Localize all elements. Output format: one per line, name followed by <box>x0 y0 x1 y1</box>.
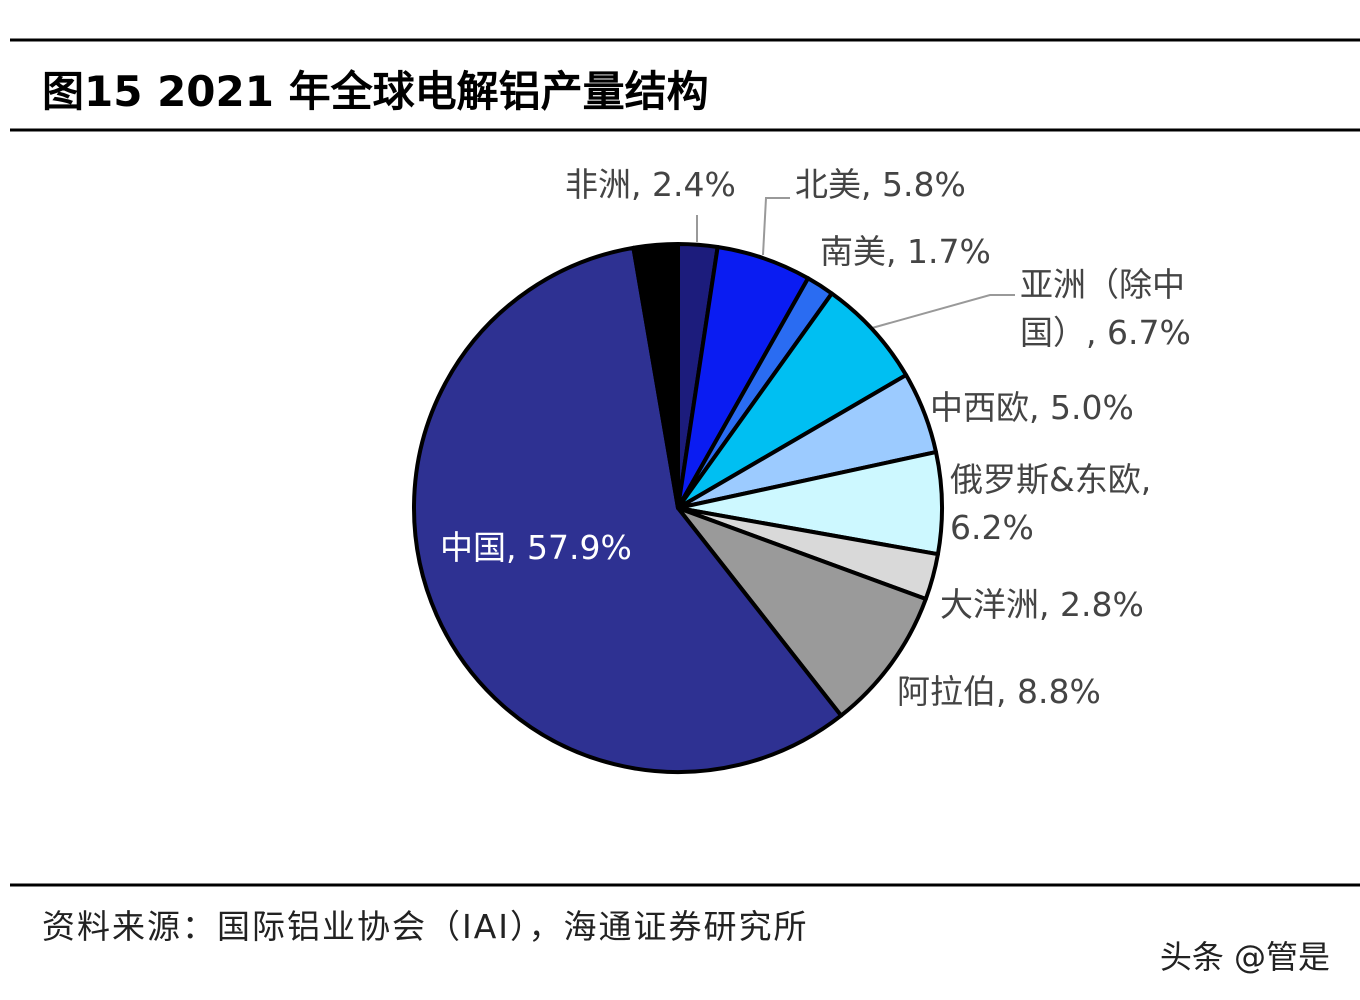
leader-line <box>762 197 790 256</box>
pie-slice <box>676 506 928 718</box>
slice-label: 中国, 57.9% <box>440 528 632 567</box>
pie-slice <box>676 291 909 510</box>
slice-label: 中西欧, 5.0% <box>930 388 1134 427</box>
pie-slice <box>412 245 844 774</box>
leader-line <box>871 294 1015 329</box>
slice-label: 非洲, 2.4% <box>565 165 736 204</box>
pie-slice <box>631 242 680 510</box>
slice-label: 南美, 1.7% <box>820 232 991 271</box>
source-note: 资料来源：国际铝业协会（IAI），海通证券研究所 <box>42 907 809 946</box>
slice-label: 大洋洲, 2.8% <box>940 585 1144 624</box>
slice-label: 亚洲（除中国）, 6.7% <box>1020 265 1191 352</box>
chart-title: 图15 2021 年全球电解铝产量结构 <box>42 67 709 116</box>
slice-label: 俄罗斯&东欧, 6.2% <box>950 460 1152 547</box>
watermark: 头条 @管是 <box>1159 938 1330 976</box>
slice-label: 北美, 5.8% <box>795 165 966 204</box>
slice-label: 阿拉伯, 8.8% <box>897 672 1101 711</box>
